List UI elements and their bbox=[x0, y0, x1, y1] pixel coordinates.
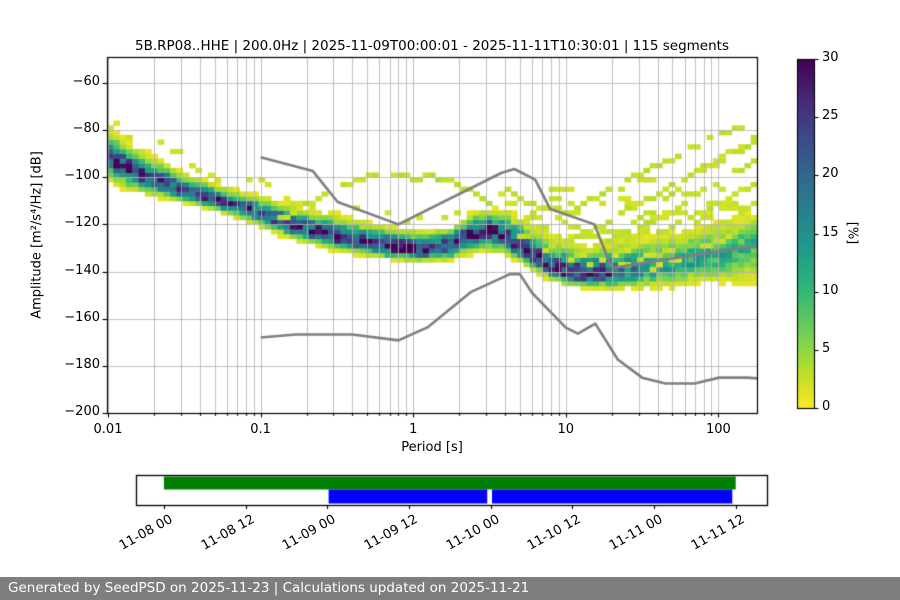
colorbar-tick-label: 10 bbox=[822, 282, 839, 298]
x-tick-label: 0.01 bbox=[93, 422, 123, 437]
colorbar-tick-label: 20 bbox=[822, 166, 839, 182]
footer-bar: Generated by SeedPSD on 2025-11-23 | Cal… bbox=[0, 577, 900, 600]
footer-text: Generated by SeedPSD on 2025-11-23 | Cal… bbox=[8, 580, 530, 596]
plot-title: 5B.RP08..HHE | 200.0Hz | 2025-11-09T00:0… bbox=[135, 38, 729, 54]
x-tick-label: 1 bbox=[409, 422, 418, 437]
colorbar-tick-label: 30 bbox=[822, 50, 839, 65]
y-tick-label: −180 bbox=[64, 356, 100, 372]
y-tick-label: −100 bbox=[64, 168, 100, 184]
x-tick-label: 10 bbox=[557, 422, 575, 437]
y-tick-label: −120 bbox=[64, 215, 100, 231]
y-axis-label: Amplitude [m²/s⁴/Hz] [dB] bbox=[29, 151, 45, 319]
y-tick-label: −160 bbox=[64, 309, 100, 325]
y-tick-label: −140 bbox=[64, 262, 100, 278]
ppsd-plot-canvas bbox=[0, 0, 900, 575]
colorbar-tick-label: 5 bbox=[822, 340, 831, 356]
colorbar-label: [%] bbox=[844, 221, 860, 245]
x-tick-label: 100 bbox=[705, 422, 731, 437]
y-tick-label: −80 bbox=[72, 121, 100, 137]
y-tick-label: −200 bbox=[64, 404, 100, 419]
y-tick-label: −60 bbox=[72, 73, 100, 89]
colorbar-tick-label: 0 bbox=[822, 399, 831, 414]
colorbar-tick-label: 15 bbox=[822, 224, 839, 240]
x-tick-label: 0.1 bbox=[250, 422, 271, 437]
colorbar-tick-label: 25 bbox=[822, 108, 839, 124]
x-axis-label: Period [s] bbox=[401, 440, 463, 455]
